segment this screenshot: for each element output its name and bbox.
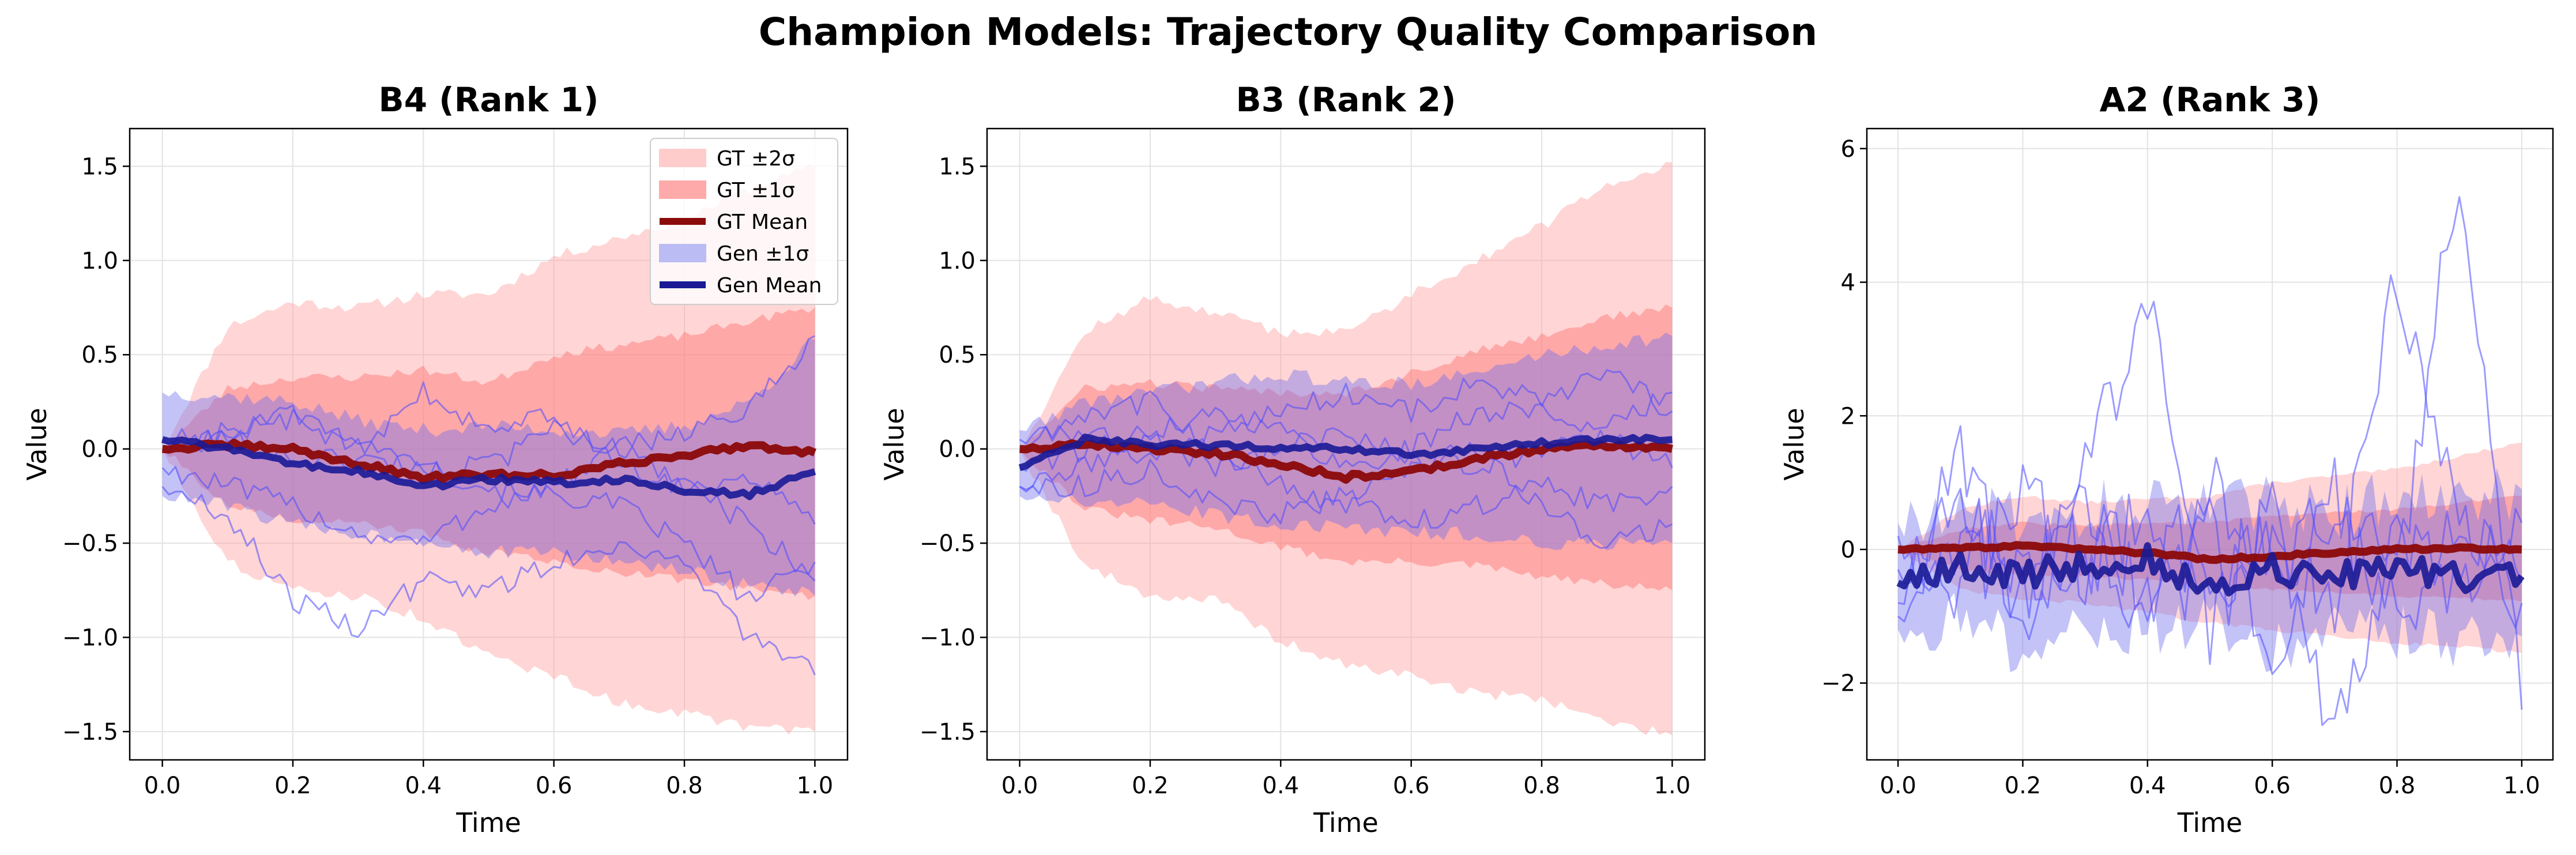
gen-sample-line: [1019, 459, 1673, 529]
x-tick-label: 0.8: [2379, 773, 2416, 799]
gen-sample-line: [1897, 464, 2523, 726]
x-axis-label: Time: [1313, 807, 1379, 838]
legend-swatch: [659, 180, 706, 199]
legend-label: GT Mean: [717, 210, 808, 234]
y-axis-label: Value: [21, 408, 52, 480]
y-tick-label: −0.5: [920, 530, 976, 557]
gen-mean-line: [1896, 542, 2525, 597]
y-tick-label: 0.5: [81, 342, 118, 368]
y-tick-label: −1.0: [920, 625, 976, 651]
y-tick-label: 0.0: [81, 436, 118, 463]
legend-label: Gen Mean: [717, 274, 822, 297]
panels: 0.0 0.2 0.4 0.6 0.8 1.0 −1.5 −1.0 −0.5 0.0 0.5 1.0 1…: [21, 80, 2554, 838]
y-tick-label: 2: [1841, 403, 1855, 430]
gen-sample-line: [1019, 369, 1673, 464]
x-tick-label: 0.2: [1132, 773, 1169, 799]
x-axis-label: Time: [2177, 807, 2243, 838]
y-tick-label: 0.5: [939, 342, 976, 368]
x-tick-label: 1.0: [2503, 773, 2540, 799]
figure-title: Champion Models: Trajectory Quality Comp…: [759, 10, 1818, 54]
y-tick-label: 1.0: [81, 248, 118, 274]
legend-swatch: [659, 149, 706, 167]
y-tick-label: −1.5: [920, 719, 976, 745]
axes-frame: [986, 127, 1706, 761]
x-axis-label: Time: [455, 807, 521, 838]
gen-sample-line: [1897, 425, 2523, 641]
gen-mean-line: [1018, 434, 1673, 472]
y-tick-label: 1.5: [81, 153, 118, 180]
gen-sample-line: [161, 409, 816, 525]
x-tick-label: 0.8: [666, 773, 703, 799]
gen-1sigma-band: [162, 339, 815, 597]
y-axis-label: Value: [1779, 408, 1810, 480]
panel-2: 0.0 0.2 0.4 0.6 0.8 1.0 −1.5 −1.0 −0.5 0.0 0.5 1.0 1…: [879, 80, 1706, 838]
y-tick-label: 1.5: [939, 153, 976, 180]
gt-mean-line: [1897, 541, 2522, 564]
y-tick-label: −1.5: [62, 719, 118, 745]
x-tick-label: 0.6: [1393, 773, 1430, 799]
y-tick-label: 0: [1841, 537, 1855, 563]
y-tick-label: 1.0: [939, 248, 976, 274]
axes-frame: [1866, 127, 2554, 761]
x-tick-label: 0.6: [2254, 773, 2291, 799]
y-axis-label: Value: [879, 408, 910, 480]
gt-2sigma-band: [1898, 442, 2522, 653]
x-tick-label: 0.0: [1001, 773, 1038, 799]
gen-sample-line: [161, 335, 816, 545]
gt-1sigma-band: [162, 307, 815, 600]
y-tick-label: 6: [1841, 136, 1855, 163]
y-tick-label: −1.0: [62, 625, 118, 651]
panel-1: 0.0 0.2 0.4 0.6 0.8 1.0 −1.5 −1.0 −0.5 0.0 0.5 1.0 1…: [21, 80, 849, 838]
gt-mean-line: [1019, 438, 1673, 484]
legend-label: GT ±1σ: [717, 179, 795, 202]
axes-frame: [129, 127, 849, 761]
y-tick-label: −0.5: [62, 530, 118, 557]
x-tick-label: 0.4: [405, 773, 442, 799]
x-tick-label: 0.6: [536, 773, 573, 799]
panel-title: B3 (Rank 2): [1236, 80, 1456, 119]
panel-title: B4 (Rank 1): [379, 80, 599, 119]
gen-sample-line: [1019, 390, 1673, 549]
plot-area: [1896, 196, 2525, 726]
gen-sample-line: [161, 486, 816, 676]
legend-box: [650, 138, 838, 305]
x-tick-label: 0.0: [1880, 773, 1916, 799]
panel-3: 0.0 0.2 0.4 0.6 0.8 1.0 −2 0 2 4 6 A2 (Rank 3) Time V…: [1779, 80, 2554, 838]
gt-mean-line: [161, 438, 817, 484]
panel-title: A2 (Rank 3): [2100, 80, 2321, 119]
gen-sample-line: [161, 381, 816, 582]
plot-area: [161, 164, 817, 735]
x-tick-label: 0.8: [1523, 773, 1560, 799]
x-tick-label: 0.0: [144, 773, 181, 799]
x-tick-label: 0.2: [2005, 773, 2042, 799]
gt-2sigma-band: [162, 164, 815, 735]
legend-swatch: [659, 244, 706, 262]
legend-label: Gen ±1σ: [717, 242, 809, 266]
plot-area: [1018, 161, 1673, 736]
legend: GT ±2σ GT ±1σ GT Mean Gen ±1σ Gen Mean: [650, 138, 838, 305]
x-tick-label: 0.4: [1263, 773, 1300, 799]
y-tick-label: 0.0: [939, 436, 976, 463]
legend-label: GT ±2σ: [717, 147, 795, 171]
x-tick-label: 0.4: [2129, 773, 2166, 799]
x-tick-label: 1.0: [1654, 773, 1691, 799]
x-tick-label: 1.0: [797, 773, 834, 799]
x-tick-label: 0.2: [274, 773, 311, 799]
y-tick-label: 4: [1841, 270, 1855, 296]
y-tick-label: −2: [1821, 671, 1855, 697]
gen-mean-line: [161, 436, 816, 500]
